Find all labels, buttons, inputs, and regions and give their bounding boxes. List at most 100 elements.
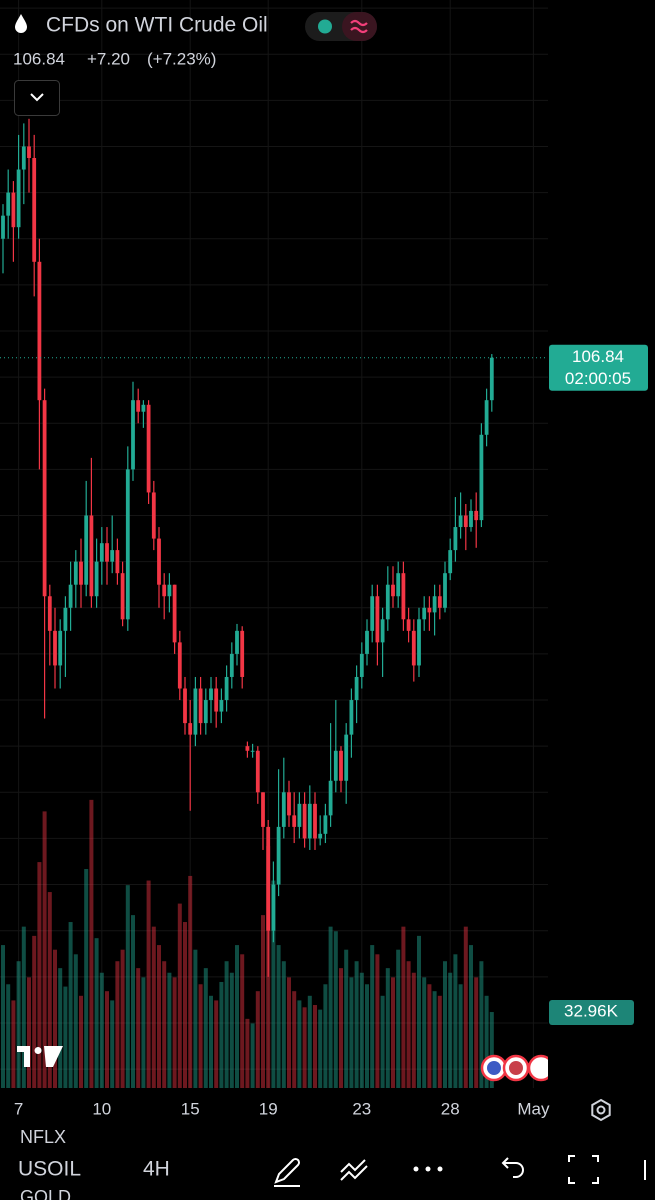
candle-body (479, 434, 484, 521)
volume-bar (463, 926, 468, 1088)
candle-body (27, 146, 31, 158)
more-button[interactable] (413, 1166, 443, 1172)
volume-bar (297, 1000, 302, 1088)
candle-body (141, 404, 146, 412)
volume-bar (131, 915, 135, 1088)
candle-body (302, 803, 307, 839)
volume-bar (354, 961, 359, 1088)
volume-bar (380, 995, 385, 1088)
volume-bar (437, 995, 442, 1088)
chart-title[interactable]: CFDs on WTI Crude Oil (46, 14, 268, 37)
grid (0, 0, 548, 1088)
volume-bar (255, 991, 260, 1088)
candle-body (463, 515, 468, 528)
volume-bar (359, 972, 364, 1088)
volume-bar (162, 961, 167, 1088)
candle-body (193, 688, 198, 735)
volume-bar (271, 880, 276, 1088)
candle-body (21, 146, 26, 170)
candle-body (240, 630, 245, 677)
x-tick-label: May (517, 1099, 550, 1118)
volume-bar (339, 968, 343, 1088)
volume-bar (443, 961, 447, 1088)
indicators-icon[interactable] (340, 1159, 368, 1181)
volume-bar (99, 972, 104, 1088)
volume-bar (47, 892, 52, 1088)
candle-body (1, 215, 5, 239)
fullscreen-icon[interactable] (568, 1155, 599, 1184)
chevron-icon (30, 93, 44, 102)
header-change-pct: (+7.23%) (147, 49, 216, 68)
candle-body (16, 169, 21, 228)
volume-bar (411, 972, 416, 1088)
candle-body (333, 750, 338, 781)
volume-bar (432, 991, 437, 1088)
volume-bar (1, 945, 5, 1088)
volume-bar (146, 880, 151, 1088)
last-price-box (549, 344, 648, 391)
candle-body (209, 688, 213, 701)
candle-body (84, 515, 89, 585)
candle-body (94, 561, 99, 597)
volume-bar (229, 972, 234, 1088)
candle-body (474, 510, 479, 521)
candle-body (354, 676, 359, 701)
candle-body (214, 688, 219, 712)
candle-body (32, 157, 37, 262)
candle-body (411, 630, 416, 666)
volume-bar (188, 875, 193, 1088)
candle-body (73, 561, 78, 585)
candle-body (318, 833, 323, 839)
candle-body (489, 357, 494, 401)
volume-bar (349, 977, 354, 1088)
volume-bar (73, 954, 78, 1088)
volume-bar (406, 961, 411, 1088)
delay-icon (350, 19, 368, 34)
candle-body (37, 261, 42, 401)
candle-body (255, 750, 260, 793)
x-tick-label: 7 (14, 1099, 23, 1118)
volume-bar (250, 1023, 255, 1088)
x-tick-label: 10 (92, 1099, 111, 1118)
volume-bar (110, 1000, 115, 1088)
volume-bar (396, 949, 401, 1088)
settings-button[interactable] (591, 1098, 611, 1122)
candle-body (250, 750, 255, 752)
axis-background (548, 0, 655, 1090)
volume-bar (157, 945, 161, 1088)
symbol-button[interactable]: USOIL (18, 1158, 81, 1181)
candle-body (281, 792, 286, 827)
candle-body (432, 596, 437, 613)
x-tick-label: 15 (181, 1099, 200, 1118)
candle-body (235, 630, 239, 654)
volume-bar (209, 995, 213, 1088)
watchlist-item[interactable]: NFLX (20, 1127, 66, 1147)
volume-bar (245, 1018, 250, 1088)
undo-icon[interactable] (501, 1157, 524, 1178)
watchlist-item[interactable]: GOLD (20, 1187, 71, 1200)
volume-bar (115, 961, 120, 1088)
volume-bar (6, 984, 11, 1088)
candle-body (437, 596, 442, 608)
volume-bar (307, 995, 312, 1088)
volume-bar (287, 977, 291, 1088)
candle-body (380, 619, 385, 643)
volume-bar (458, 984, 463, 1088)
candle-body (151, 492, 156, 539)
interval-button[interactable]: 4H (143, 1158, 170, 1181)
candle-body (401, 573, 406, 620)
volume-bar (292, 991, 297, 1088)
volume-bar (385, 968, 390, 1088)
volume-bar (427, 984, 432, 1088)
collapse-button[interactable] (14, 80, 60, 116)
volume-bar (42, 811, 47, 1088)
candle-body (287, 792, 291, 816)
candle-body (271, 884, 276, 931)
candle-body (276, 826, 281, 885)
volume-bar (453, 954, 458, 1088)
candle-body (157, 538, 161, 585)
candle-body (307, 803, 312, 839)
draw-tool-icon[interactable] (274, 1157, 301, 1187)
volume-bar (235, 945, 239, 1088)
candle-body (6, 192, 11, 216)
